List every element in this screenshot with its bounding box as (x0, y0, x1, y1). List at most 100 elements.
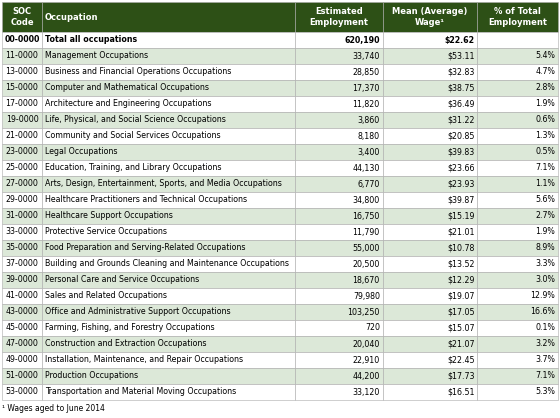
Text: Food Preparation and Serving-Related Occupations: Food Preparation and Serving-Related Occ… (45, 244, 245, 252)
Bar (42, 160, 295, 176)
Bar (2, 384, 42, 400)
Bar (383, 112, 477, 128)
Text: Production Occupations: Production Occupations (45, 372, 138, 380)
Text: 41-0000: 41-0000 (6, 291, 39, 301)
Text: ¹ Wages aged to June 2014: ¹ Wages aged to June 2014 (2, 404, 105, 413)
Bar (477, 96, 558, 112)
Text: 1.1%: 1.1% (535, 179, 555, 189)
Bar (295, 256, 383, 272)
Text: 34,800: 34,800 (353, 196, 380, 204)
Bar (477, 112, 558, 128)
Bar (295, 288, 383, 304)
Bar (295, 368, 383, 384)
Text: 1.9%: 1.9% (535, 99, 555, 109)
Text: Legal Occupations: Legal Occupations (45, 148, 118, 156)
Text: $19.07: $19.07 (447, 291, 474, 301)
Text: 0.1%: 0.1% (535, 324, 555, 332)
Bar (477, 32, 558, 48)
Text: 25-0000: 25-0000 (6, 163, 39, 173)
Text: $17.05: $17.05 (447, 308, 474, 316)
Text: $31.22: $31.22 (447, 115, 474, 125)
Text: 29-0000: 29-0000 (6, 196, 39, 204)
Text: 43-0000: 43-0000 (6, 308, 39, 316)
Bar (42, 64, 295, 80)
Bar (2, 192, 42, 208)
Bar (383, 368, 477, 384)
Text: $23.93: $23.93 (447, 179, 474, 189)
Text: 47-0000: 47-0000 (6, 339, 39, 349)
Bar (477, 368, 558, 384)
Bar (477, 272, 558, 288)
Bar (295, 192, 383, 208)
Text: 16.6%: 16.6% (530, 308, 555, 316)
Bar (383, 176, 477, 192)
Text: $36.49: $36.49 (447, 99, 474, 109)
Bar (477, 64, 558, 80)
Text: 00-0000: 00-0000 (4, 36, 40, 44)
Bar (42, 240, 295, 256)
Text: 720: 720 (365, 324, 380, 332)
Bar (2, 32, 42, 48)
Bar (295, 176, 383, 192)
Bar (295, 2, 383, 32)
Text: % of Total
Employment: % of Total Employment (488, 7, 547, 27)
Text: $20.85: $20.85 (447, 132, 474, 140)
Bar (383, 80, 477, 96)
Text: $53.11: $53.11 (447, 51, 474, 61)
Bar (42, 352, 295, 368)
Text: 5.4%: 5.4% (535, 51, 555, 61)
Bar (383, 2, 477, 32)
Bar (42, 272, 295, 288)
Bar (383, 64, 477, 80)
Bar (383, 48, 477, 64)
Text: 2.7%: 2.7% (535, 212, 555, 221)
Bar (42, 304, 295, 320)
Bar (2, 48, 42, 64)
Text: $39.83: $39.83 (447, 148, 474, 156)
Bar (477, 48, 558, 64)
Text: Sales and Related Occupations: Sales and Related Occupations (45, 291, 167, 301)
Text: 7.1%: 7.1% (535, 163, 555, 173)
Text: 7.1%: 7.1% (535, 372, 555, 380)
Bar (295, 48, 383, 64)
Text: Building and Grounds Cleaning and Maintenance Occupations: Building and Grounds Cleaning and Mainte… (45, 260, 289, 268)
Text: 33-0000: 33-0000 (6, 227, 39, 237)
Text: 11,790: 11,790 (353, 227, 380, 237)
Text: Business and Financial Operations Occupations: Business and Financial Operations Occupa… (45, 67, 231, 76)
Text: 11,820: 11,820 (353, 99, 380, 109)
Text: 33,740: 33,740 (352, 51, 380, 61)
Bar (2, 320, 42, 336)
Text: 33,120: 33,120 (352, 387, 380, 397)
Bar (477, 192, 558, 208)
Text: 22,910: 22,910 (353, 355, 380, 364)
Bar (295, 64, 383, 80)
Bar (295, 352, 383, 368)
Bar (295, 320, 383, 336)
Bar (42, 48, 295, 64)
Text: 51-0000: 51-0000 (6, 372, 39, 380)
Text: 1.9%: 1.9% (535, 227, 555, 237)
Text: 44,200: 44,200 (352, 372, 380, 380)
Text: 3.7%: 3.7% (535, 355, 555, 364)
Text: 15-0000: 15-0000 (6, 84, 39, 92)
Text: 6,770: 6,770 (357, 179, 380, 189)
Text: Education, Training, and Library Occupations: Education, Training, and Library Occupat… (45, 163, 222, 173)
Text: Estimated
Employment: Estimated Employment (310, 7, 368, 27)
Bar (42, 368, 295, 384)
Text: 19-0000: 19-0000 (6, 115, 39, 125)
Text: 12.9%: 12.9% (530, 291, 555, 301)
Bar (383, 336, 477, 352)
Bar (383, 160, 477, 176)
Bar (42, 288, 295, 304)
Bar (42, 80, 295, 96)
Bar (42, 96, 295, 112)
Bar (477, 384, 558, 400)
Text: $22.62: $22.62 (445, 36, 474, 44)
Text: Mean (Average)
Wage¹: Mean (Average) Wage¹ (393, 7, 468, 27)
Bar (477, 160, 558, 176)
Bar (2, 144, 42, 160)
Text: Arts, Design, Entertainment, Sports, and Media Occupations: Arts, Design, Entertainment, Sports, and… (45, 179, 282, 189)
Bar (383, 352, 477, 368)
Bar (2, 352, 42, 368)
Bar (295, 80, 383, 96)
